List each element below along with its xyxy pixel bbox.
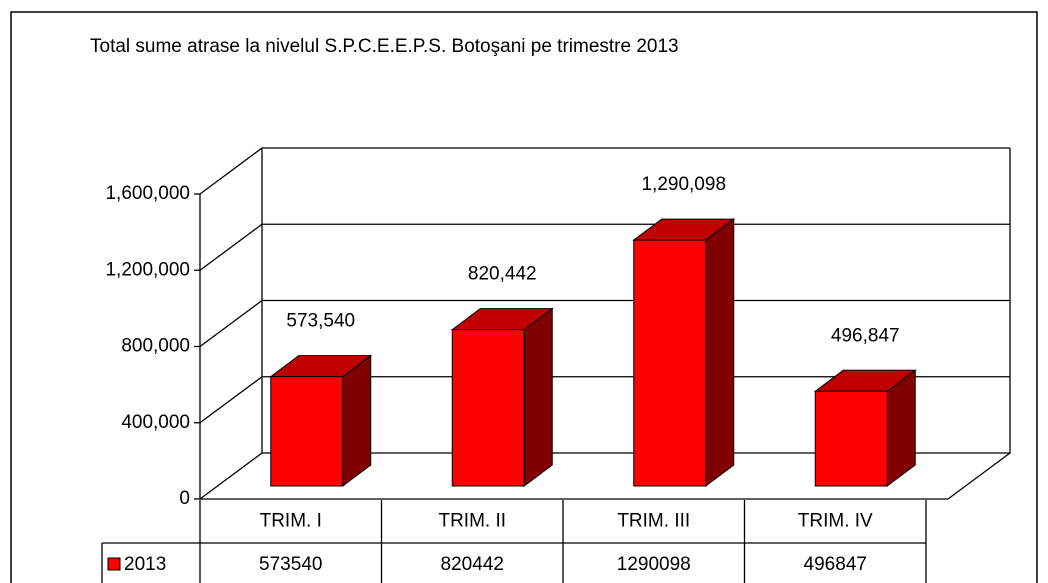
grid-line — [199, 223, 1010, 271]
chart-title: Total sume atrase la nivelul S.P.C.E.E.P… — [90, 36, 679, 57]
y-tick-label: 400,000 — [121, 412, 190, 433]
table-value: 1290098 — [617, 554, 691, 575]
x-tick-label: TRIM. II — [438, 511, 506, 532]
grid-line — [199, 147, 1010, 195]
bar-side — [705, 218, 735, 487]
y-tick-label: 800,000 — [121, 336, 190, 357]
bar-side — [523, 307, 553, 487]
x-tick-label: TRIM. IV — [798, 511, 873, 532]
floor — [199, 452, 1011, 500]
chart-frame — [10, 11, 1038, 583]
bar — [632, 218, 736, 487]
table-value: 496847 — [804, 554, 867, 575]
x-tick-label: TRIM. III — [617, 511, 690, 532]
data-label: 1,290,098 — [641, 174, 726, 195]
bar-front — [270, 376, 344, 487]
x-tick-label: TRIM. I — [260, 511, 322, 532]
legend-key — [107, 557, 121, 571]
bar — [813, 369, 917, 487]
grid-line — [199, 376, 1010, 424]
data-label: 573,540 — [286, 311, 355, 332]
table-value: 573540 — [259, 554, 322, 575]
bar — [450, 307, 554, 487]
data-table-grid — [101, 500, 927, 583]
data-label: 496,847 — [831, 325, 900, 346]
bar-front — [451, 329, 525, 487]
bar — [269, 354, 373, 487]
bar-front — [633, 239, 707, 487]
y-tick-label: 1,200,000 — [105, 259, 190, 280]
data-label: 820,442 — [468, 264, 537, 285]
table-value: 820442 — [441, 554, 504, 575]
y-tick-label: 0 — [179, 488, 190, 509]
y-tick-label: 1,600,000 — [105, 183, 190, 204]
bar-side — [342, 354, 372, 487]
bar-front — [814, 390, 888, 487]
legend-label: 2013 — [124, 554, 166, 575]
grid-line — [199, 299, 1010, 348]
